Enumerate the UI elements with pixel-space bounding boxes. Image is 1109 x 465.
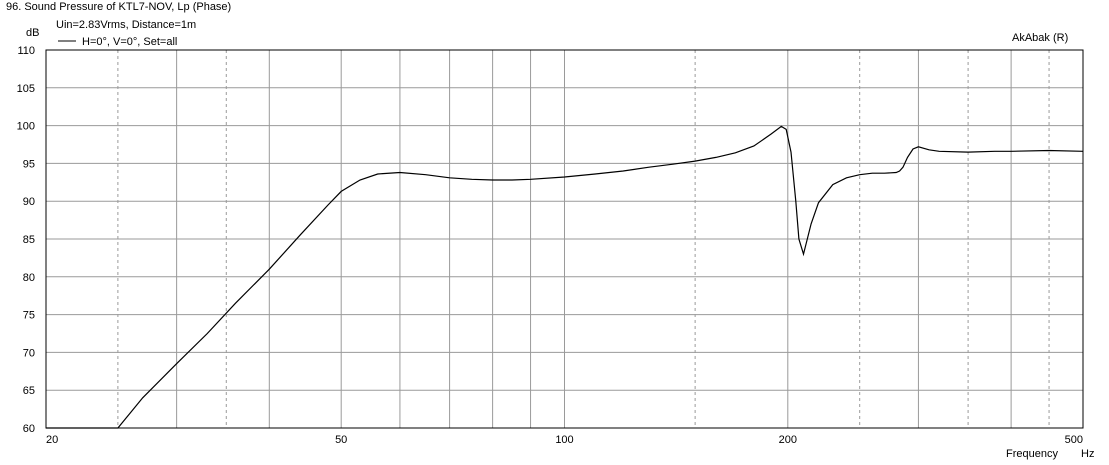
y-tick-label: 75 (23, 310, 35, 322)
brand-label: AkAbak (R) (1012, 32, 1069, 44)
y-tick-label: 100 (17, 121, 35, 133)
y-tick-label: 95 (23, 158, 35, 170)
major-gridlines (46, 50, 1083, 428)
legend: H=0°, V=0°, Set=all (58, 36, 177, 48)
x-tick-label: 200 (779, 434, 797, 446)
y-tick-label: 90 (23, 196, 35, 208)
chart-subtitle: Uin=2.83Vrms, Distance=1m (56, 19, 197, 31)
x-tick-label: 100 (555, 434, 573, 446)
x-tick-labels: 20 50 100 200 500 (46, 434, 1083, 446)
x-axis-label: Frequency (1006, 448, 1058, 460)
series-line (46, 125, 1084, 429)
legend-series-label: H=0°, V=0°, Set=all (82, 36, 177, 48)
y-unit-label: dB (26, 27, 40, 39)
minor-gridlines (117, 50, 1050, 428)
x-tick-label: 500 (1065, 434, 1083, 446)
y-tick-label: 70 (23, 347, 35, 359)
y-tick-label: 65 (23, 385, 35, 397)
plot-frame (45, 49, 1084, 429)
chart-title: 96. Sound Pressure of KTL7-NOV, Lp (Phas… (6, 1, 232, 13)
y-tick-label: 60 (23, 423, 35, 435)
y-tick-label: 85 (23, 234, 35, 246)
y-tick-label: 80 (23, 272, 35, 284)
x-tick-label: 20 (46, 434, 58, 446)
y-tick-label: 105 (17, 83, 35, 95)
x-tick-label: 50 (335, 434, 347, 446)
y-tick-labels: 60 65 70 75 80 85 90 95 100 105 110 (17, 45, 35, 435)
x-unit-label: Hz (1081, 448, 1095, 460)
y-tick-label: 110 (17, 45, 35, 57)
